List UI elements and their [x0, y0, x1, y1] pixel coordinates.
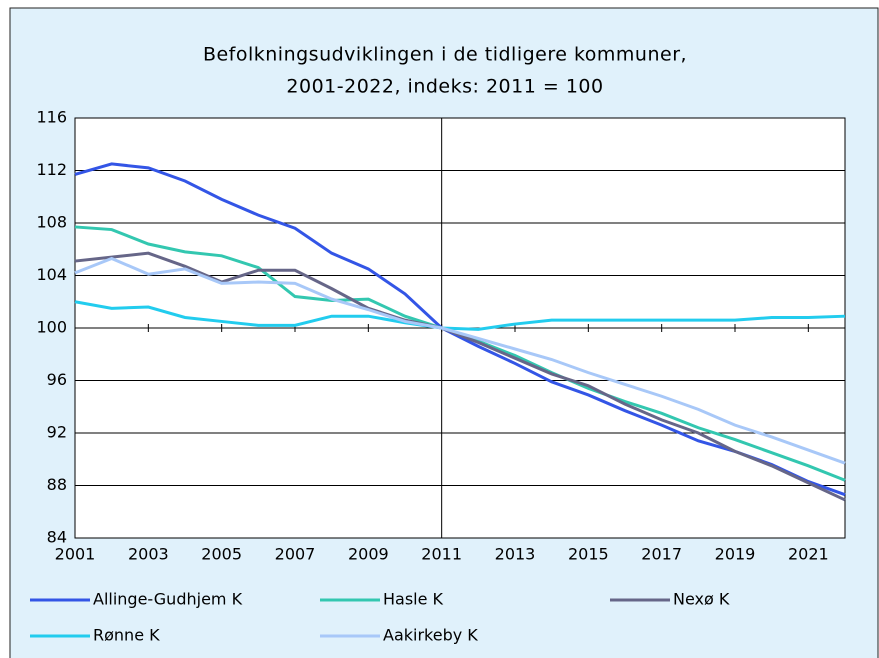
chart-title: 2001-2022, indeks: 2011 = 100 — [286, 76, 603, 98]
series-line — [74, 300, 846, 331]
x-tick-label: 2019 — [715, 545, 756, 564]
y-tick-label: 88 — [47, 475, 67, 494]
y-tick-label: 84 — [47, 528, 67, 547]
y-tick-label: 92 — [47, 423, 67, 442]
legend-label: Rønne K — [93, 626, 160, 645]
legend-label: Allinge-Gudhjem K — [93, 590, 243, 609]
chart-title: Befolkningsudviklingen i de tidligere ko… — [203, 44, 687, 66]
series-line — [74, 251, 846, 502]
y-tick-label: 116 — [36, 108, 67, 127]
x-tick-label: 2021 — [788, 545, 829, 564]
legend-label: Aakirkeby K — [383, 626, 478, 645]
x-tick-label: 2011 — [421, 545, 462, 564]
x-tick-label: 2013 — [495, 545, 536, 564]
x-tick-label: 2005 — [201, 545, 242, 564]
series-line — [74, 162, 846, 497]
x-tick-label: 2001 — [55, 545, 96, 564]
plot-border — [74, 117, 846, 539]
y-tick-label: 100 — [36, 318, 67, 337]
series-line — [74, 256, 846, 465]
y-tick-label: 104 — [36, 265, 67, 284]
x-tick-label: 2015 — [568, 545, 609, 564]
y-tick-label: 108 — [36, 213, 67, 232]
x-tick-label: 2009 — [348, 545, 389, 564]
x-tick-label: 2003 — [128, 545, 169, 564]
y-tick-label: 96 — [47, 370, 67, 389]
legend-label: Nexø K — [673, 590, 730, 609]
x-tick-label: 2007 — [275, 545, 316, 564]
legend-label: Hasle K — [383, 590, 444, 609]
x-tick-label: 2017 — [641, 545, 682, 564]
y-tick-label: 112 — [36, 160, 67, 179]
